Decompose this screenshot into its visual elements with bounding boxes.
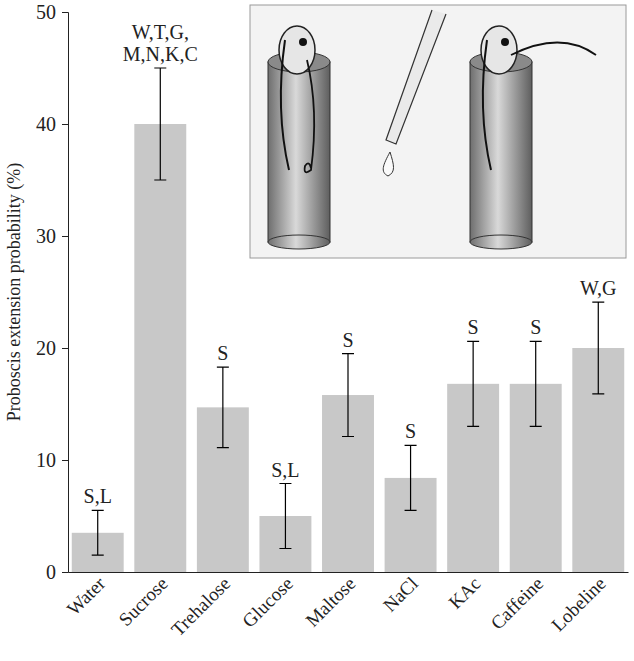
chart: S,L W,T,G,M,N,K,C S S,L S S S S W,G 0 10 20 30 40 50 Wa… xyxy=(0,0,634,661)
y-tick-mark xyxy=(62,12,68,13)
x-tick: Trehalose xyxy=(167,572,234,640)
y-tick: 0 xyxy=(46,561,68,583)
x-tick: KAc xyxy=(444,572,484,613)
annotation: W,G xyxy=(580,277,616,299)
annotation: W,T,G, xyxy=(132,21,189,43)
annotation: S xyxy=(217,342,228,364)
annotation: M,N,K,C xyxy=(123,43,198,65)
x-tick: Lobeline xyxy=(547,572,610,635)
error-bar xyxy=(405,445,417,510)
annotation: S,L xyxy=(271,459,299,481)
x-tick: Sucrose xyxy=(114,572,171,630)
x-tick-label: Maltose xyxy=(301,573,359,631)
x-axis-line xyxy=(69,572,629,573)
annotations: S,L W,T,G,M,N,K,C S S,L S S S S W,G xyxy=(84,21,617,507)
plot-area xyxy=(72,68,624,572)
x-tick-label: KAc xyxy=(444,573,484,613)
inset-diagram xyxy=(250,5,626,258)
y-tick: 40 xyxy=(36,113,68,135)
x-tick: Water xyxy=(63,572,110,619)
error-bars xyxy=(92,68,605,555)
x-axis: WaterSucroseTrehaloseGlucoseMaltose NaCl K… xyxy=(63,572,629,640)
y-tick: 10 xyxy=(36,449,68,471)
y-axis-title: Proboscis extension probability (%) xyxy=(4,163,25,421)
bar xyxy=(134,124,186,572)
annotation: S,L xyxy=(84,485,112,507)
tube-bottom xyxy=(268,235,330,249)
y-tick-label: 40 xyxy=(36,113,56,135)
proboscis xyxy=(305,60,315,172)
tube xyxy=(268,26,330,249)
proboscis xyxy=(511,43,596,56)
fly-eye xyxy=(501,38,509,46)
x-tick-label: Glucose xyxy=(238,573,297,632)
annotation: S xyxy=(405,420,416,442)
y-tick: 30 xyxy=(36,225,68,247)
error-bar xyxy=(342,354,354,437)
y-tick-mark xyxy=(62,572,68,573)
error-bar xyxy=(217,367,229,448)
pipette-body xyxy=(386,10,446,144)
x-tick-label: NaCl xyxy=(379,573,422,616)
x-tick-label: Trehalose xyxy=(167,573,234,640)
error-bar xyxy=(154,68,166,180)
x-tick: NaCl xyxy=(379,572,422,616)
y-tick-mark xyxy=(62,124,68,125)
y-axis: 0 10 20 30 40 50 xyxy=(36,1,69,583)
tube-body xyxy=(268,62,330,242)
leg xyxy=(281,40,289,170)
y-tick: 20 xyxy=(36,337,68,359)
annotation: S xyxy=(530,316,541,338)
y-tick-mark xyxy=(62,460,68,461)
fly-eye xyxy=(299,38,307,46)
error-bar xyxy=(592,302,604,394)
tube-bottom xyxy=(470,235,532,249)
leg xyxy=(483,40,491,170)
x-tick-label: Lobeline xyxy=(547,573,610,636)
tube-body xyxy=(470,62,532,242)
pipette xyxy=(383,10,446,176)
annotation: S xyxy=(342,329,353,351)
inset-frame xyxy=(250,5,626,258)
error-bar xyxy=(467,341,479,426)
x-tick-label: Sucrose xyxy=(114,573,171,630)
y-tick-mark xyxy=(62,236,68,237)
x-tick: Glucose xyxy=(238,572,297,632)
error-bar xyxy=(279,484,291,549)
x-tick-label: Caffeine xyxy=(486,573,547,634)
y-tick-label: 20 xyxy=(36,337,56,359)
y-tick-label: 10 xyxy=(36,449,56,471)
x-tick: Maltose xyxy=(301,572,359,631)
droplet xyxy=(383,152,393,176)
annotation: S xyxy=(468,316,479,338)
y-tick: 50 xyxy=(36,1,68,23)
x-tick: Caffeine xyxy=(486,572,547,634)
y-tick-label: 30 xyxy=(36,225,56,247)
error-bar xyxy=(92,510,104,555)
error-bar xyxy=(530,341,542,426)
y-tick-label: 0 xyxy=(46,561,56,583)
y-tick-mark xyxy=(62,348,68,349)
y-tick-label: 50 xyxy=(36,1,56,23)
tube xyxy=(470,26,596,249)
x-tick-label: Water xyxy=(63,572,110,619)
y-axis-line xyxy=(62,13,69,573)
